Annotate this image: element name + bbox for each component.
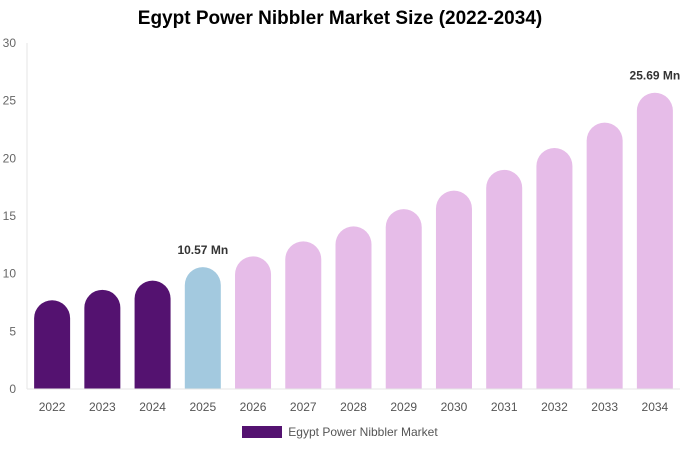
x-tick-label: 2027 <box>290 400 317 414</box>
bar-2022[interactable] <box>34 300 71 389</box>
x-tick-label: 2034 <box>642 400 669 414</box>
x-tick-label: 2023 <box>89 400 116 414</box>
bar-2024[interactable] <box>134 280 171 389</box>
x-tick-label: 2024 <box>139 400 166 414</box>
y-tick-label: 20 <box>3 151 17 165</box>
x-tick-label: 2030 <box>441 400 468 414</box>
x-tick-label: 2022 <box>39 400 66 414</box>
chart-title: Egypt Power Nibbler Market Size (2022-20… <box>137 8 543 29</box>
y-tick-label: 5 <box>9 324 16 338</box>
legend-label: Egypt Power Nibbler Market <box>288 425 438 439</box>
x-tick-label: 2033 <box>591 400 618 414</box>
legend-swatch <box>242 426 283 438</box>
bar-2034[interactable] <box>636 92 673 389</box>
x-tick-label: 2031 <box>491 400 518 414</box>
y-axis: 0 5 10 15 20 25 30 <box>3 36 28 396</box>
bar-2023[interactable] <box>84 289 121 389</box>
y-tick-label: 10 <box>3 267 17 281</box>
y-tick-label: 0 <box>9 382 16 396</box>
data-label-2025: 10.57 Mn <box>177 243 228 257</box>
x-tick-label: 2025 <box>189 400 216 414</box>
y-tick-label: 15 <box>3 209 17 223</box>
y-tick-label: 30 <box>3 36 17 50</box>
bars <box>34 92 673 389</box>
y-tick-label: 25 <box>3 94 17 108</box>
bar-2029[interactable] <box>385 209 422 389</box>
annotations: 10.57 Mn 25.69 Mn <box>177 69 680 257</box>
x-tick-label: 2026 <box>240 400 267 414</box>
x-tick-label: 2032 <box>541 400 568 414</box>
x-axis: 2022 2023 2024 2025 2026 2027 2028 2029 2030 2031… <box>27 388 680 414</box>
bar-2026[interactable] <box>235 256 272 389</box>
legend[interactable]: Egypt Power Nibbler Market <box>0 425 680 439</box>
bar-2028[interactable] <box>335 226 372 389</box>
data-label-2034: 25.69 Mn <box>630 69 680 83</box>
x-tick-label: 2029 <box>390 400 417 414</box>
bar-2030[interactable] <box>435 190 472 389</box>
x-tick-label: 2028 <box>340 400 367 414</box>
bar-2025[interactable] <box>184 267 221 389</box>
bar-2033[interactable] <box>586 122 623 389</box>
bar-2032[interactable] <box>536 147 573 389</box>
bar-2027[interactable] <box>285 241 322 389</box>
bar-2031[interactable] <box>486 169 523 389</box>
